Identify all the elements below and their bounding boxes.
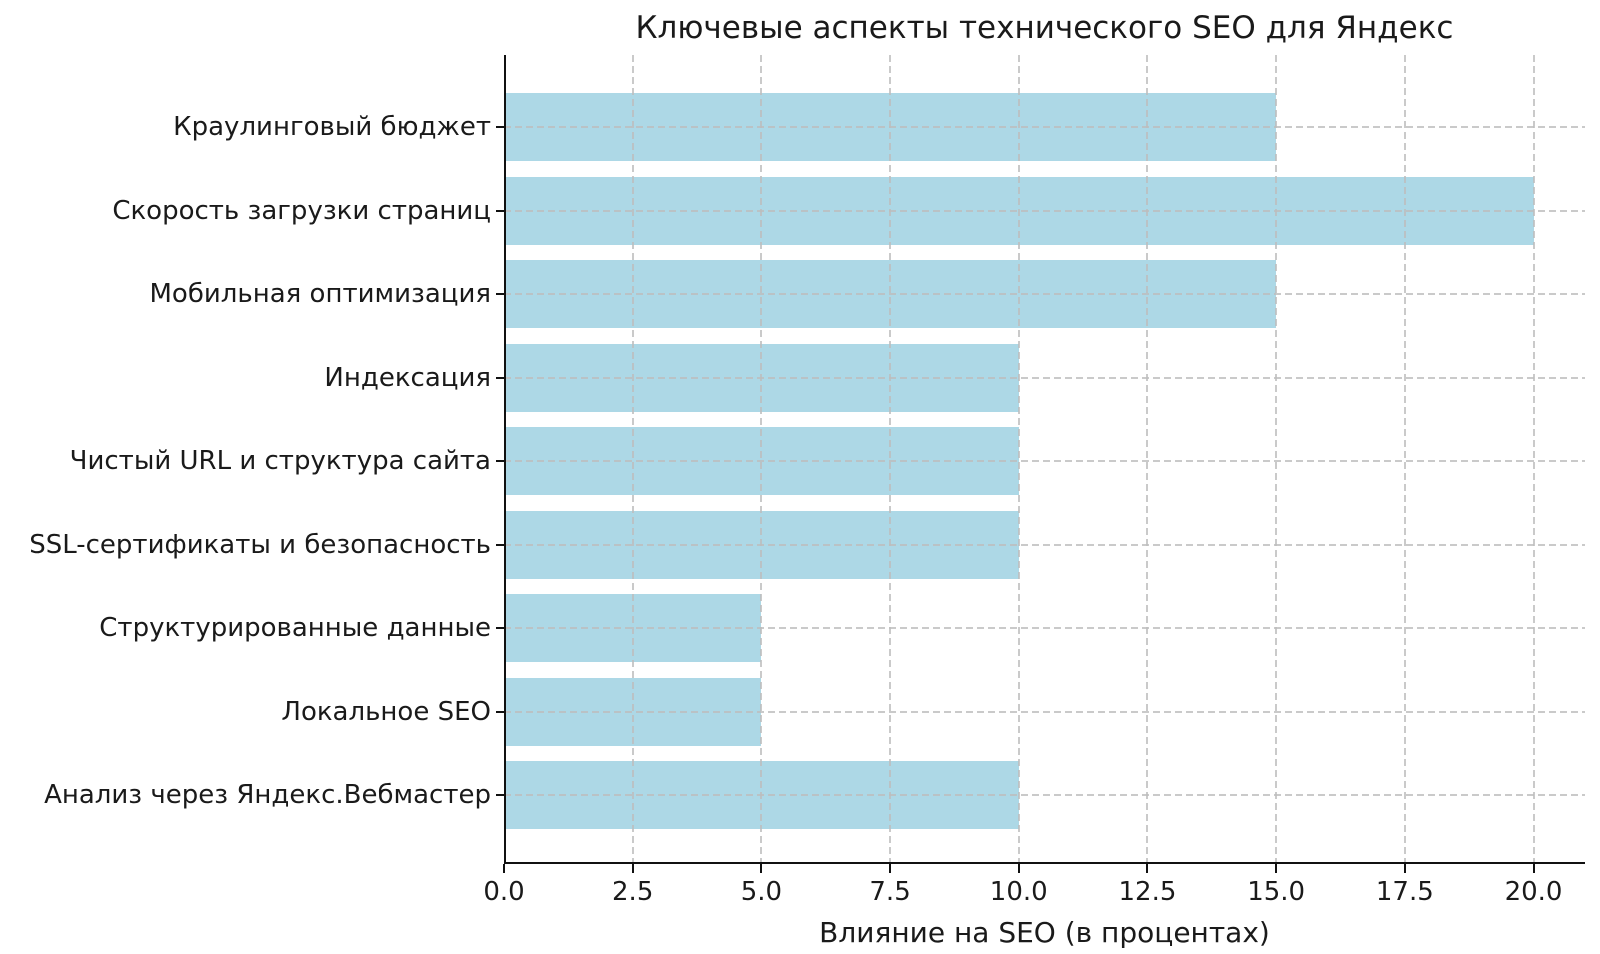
y-axis-tick [496, 126, 504, 128]
y-axis-tick [496, 543, 504, 546]
y-axis-tick [496, 710, 504, 713]
v-gridline [1403, 55, 1406, 864]
h-gridline [504, 126, 1585, 128]
y-tick-label: Структурированные данные [99, 613, 491, 643]
y-axis-tick [496, 293, 504, 295]
h-gridline [504, 794, 1585, 796]
y-axis-tick [496, 794, 504, 796]
x-axis-tick [760, 864, 763, 873]
x-axis-spine [504, 862, 1585, 864]
x-tick-label: 20.0 [1504, 877, 1563, 907]
x-tick-label: 5.0 [740, 877, 783, 907]
x-tick-label: 17.5 [1375, 877, 1434, 907]
chart-title: Ключевые аспекты технического SEO для Ян… [635, 10, 1454, 46]
h-gridline [504, 710, 1585, 713]
y-tick-label: Скорость загрузки страниц [112, 195, 491, 226]
v-gridline [1146, 55, 1149, 864]
h-gridline [504, 627, 1585, 629]
v-gridline [760, 55, 763, 864]
y-axis-tick [496, 376, 504, 379]
x-tick-label: 10.0 [989, 877, 1048, 907]
x-axis-tick [889, 864, 892, 873]
x-tick-label: 15.0 [1247, 877, 1306, 907]
h-gridline [504, 543, 1585, 546]
h-gridline [504, 293, 1585, 295]
plot-area: Краулинговый бюджет Скорость загрузки стр… [29, 55, 1585, 907]
v-gridline [631, 55, 634, 864]
x-axis-tick [631, 864, 634, 873]
x-axis-tick [1017, 864, 1020, 873]
v-gridline [1532, 55, 1535, 864]
v-gridline [1275, 55, 1278, 864]
y-tick-label: Мобильная оптимизация [149, 279, 491, 309]
y-tick-label: SSL-сертификаты и безопасность [29, 529, 491, 560]
x-axis-tick [1403, 864, 1406, 873]
y-axis-spine [504, 55, 506, 864]
x-axis-label: Влияние на SEO (в процентах) [819, 916, 1270, 949]
h-gridline [504, 209, 1585, 212]
x-axis-tick [1532, 864, 1535, 873]
x-tick-label: 0.0 [483, 877, 525, 907]
x-tick-label: 2.5 [612, 877, 654, 907]
h-gridline [504, 460, 1585, 462]
y-axis-tick [496, 627, 504, 629]
y-axis-tick [496, 209, 504, 212]
y-tick-label: Краулинговый бюджет [173, 112, 491, 142]
x-axis-tick [1146, 864, 1149, 873]
x-tick-label: 12.5 [1118, 877, 1177, 907]
y-tick-label: Индексация [324, 362, 491, 393]
x-tick-label: 7.5 [869, 877, 911, 907]
y-tick-label: Анализ через Яндекс.Вебмастер [44, 780, 491, 810]
y-axis-tick [496, 460, 504, 462]
v-gridline [1017, 55, 1020, 864]
h-gridline [504, 376, 1585, 379]
y-tick-label: Чистый URL и структура сайта [69, 446, 491, 476]
y-tick-label: Локальное SEO [281, 696, 491, 727]
v-gridline [889, 55, 892, 864]
x-axis-tick [1275, 864, 1278, 873]
x-axis-tick [503, 864, 505, 873]
